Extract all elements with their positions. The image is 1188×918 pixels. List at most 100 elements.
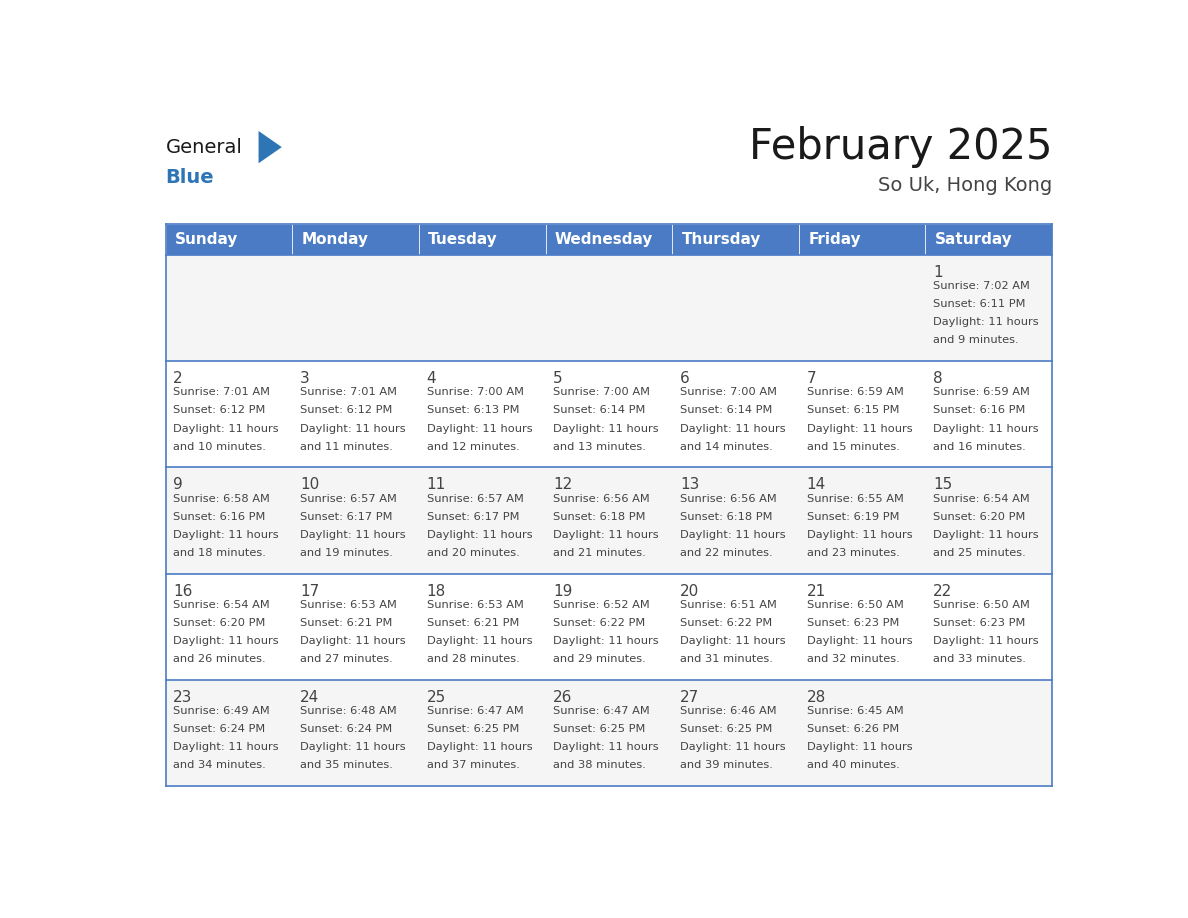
Text: Saturday: Saturday bbox=[935, 232, 1012, 247]
Text: and 40 minutes.: and 40 minutes. bbox=[807, 760, 899, 770]
Text: and 37 minutes.: and 37 minutes. bbox=[426, 760, 519, 770]
Bar bbox=[545, 255, 672, 361]
Text: Sunrise: 6:59 AM: Sunrise: 6:59 AM bbox=[807, 387, 903, 397]
Text: 2: 2 bbox=[173, 371, 183, 386]
Text: Daylight: 11 hours: Daylight: 11 hours bbox=[554, 636, 659, 646]
Bar bbox=[925, 574, 1053, 680]
Text: Daylight: 11 hours: Daylight: 11 hours bbox=[426, 743, 532, 753]
Text: Sunrise: 7:01 AM: Sunrise: 7:01 AM bbox=[173, 387, 271, 397]
Text: 9: 9 bbox=[173, 477, 183, 492]
Text: Daylight: 11 hours: Daylight: 11 hours bbox=[934, 423, 1038, 433]
Text: 11: 11 bbox=[426, 477, 446, 492]
Bar bbox=[292, 224, 419, 255]
Bar bbox=[798, 574, 925, 680]
Text: Sunset: 6:18 PM: Sunset: 6:18 PM bbox=[680, 511, 772, 521]
Bar bbox=[545, 574, 672, 680]
Text: Daylight: 11 hours: Daylight: 11 hours bbox=[554, 743, 659, 753]
Text: Daylight: 11 hours: Daylight: 11 hours bbox=[807, 530, 912, 540]
Text: Sunday: Sunday bbox=[175, 232, 239, 247]
Bar bbox=[292, 680, 419, 786]
Bar bbox=[292, 467, 419, 574]
Text: Blue: Blue bbox=[165, 168, 214, 187]
Text: Sunset: 6:14 PM: Sunset: 6:14 PM bbox=[680, 406, 772, 416]
Text: Daylight: 11 hours: Daylight: 11 hours bbox=[807, 636, 912, 646]
Bar bbox=[672, 255, 798, 361]
Text: Daylight: 11 hours: Daylight: 11 hours bbox=[299, 530, 405, 540]
Text: Sunrise: 7:00 AM: Sunrise: 7:00 AM bbox=[426, 387, 524, 397]
Text: Daylight: 11 hours: Daylight: 11 hours bbox=[680, 743, 785, 753]
Text: and 26 minutes.: and 26 minutes. bbox=[173, 655, 266, 664]
Bar bbox=[419, 680, 545, 786]
Text: Daylight: 11 hours: Daylight: 11 hours bbox=[807, 743, 912, 753]
Text: Sunset: 6:25 PM: Sunset: 6:25 PM bbox=[426, 724, 519, 734]
Text: 7: 7 bbox=[807, 371, 816, 386]
Text: and 20 minutes.: and 20 minutes. bbox=[426, 548, 519, 558]
Bar bbox=[798, 361, 925, 467]
Text: Sunset: 6:25 PM: Sunset: 6:25 PM bbox=[554, 724, 645, 734]
Text: Daylight: 11 hours: Daylight: 11 hours bbox=[173, 743, 279, 753]
Text: Thursday: Thursday bbox=[682, 232, 760, 247]
Text: Sunset: 6:23 PM: Sunset: 6:23 PM bbox=[807, 618, 899, 628]
Bar bbox=[672, 574, 798, 680]
Text: Sunrise: 6:50 AM: Sunrise: 6:50 AM bbox=[934, 599, 1030, 610]
Text: and 13 minutes.: and 13 minutes. bbox=[554, 442, 646, 452]
Text: Sunrise: 6:57 AM: Sunrise: 6:57 AM bbox=[299, 494, 397, 504]
Text: 28: 28 bbox=[807, 690, 826, 705]
Text: Sunrise: 6:47 AM: Sunrise: 6:47 AM bbox=[554, 706, 650, 716]
Text: 15: 15 bbox=[934, 477, 953, 492]
Text: Sunrise: 6:52 AM: Sunrise: 6:52 AM bbox=[554, 599, 650, 610]
Bar bbox=[798, 680, 925, 786]
Text: 17: 17 bbox=[299, 584, 320, 599]
Text: Daylight: 11 hours: Daylight: 11 hours bbox=[680, 530, 785, 540]
Text: Sunrise: 6:56 AM: Sunrise: 6:56 AM bbox=[554, 494, 650, 504]
Text: So Uk, Hong Kong: So Uk, Hong Kong bbox=[878, 176, 1053, 196]
Bar bbox=[798, 255, 925, 361]
Bar bbox=[545, 467, 672, 574]
Text: 21: 21 bbox=[807, 584, 826, 599]
Text: Sunset: 6:24 PM: Sunset: 6:24 PM bbox=[173, 724, 266, 734]
Text: Daylight: 11 hours: Daylight: 11 hours bbox=[299, 636, 405, 646]
Text: and 34 minutes.: and 34 minutes. bbox=[173, 760, 266, 770]
Text: Daylight: 11 hours: Daylight: 11 hours bbox=[554, 423, 659, 433]
Bar bbox=[292, 574, 419, 680]
Bar bbox=[925, 224, 1053, 255]
Text: Sunset: 6:22 PM: Sunset: 6:22 PM bbox=[680, 618, 772, 628]
Text: 16: 16 bbox=[173, 584, 192, 599]
Text: Wednesday: Wednesday bbox=[555, 232, 653, 247]
Text: Sunrise: 7:00 AM: Sunrise: 7:00 AM bbox=[680, 387, 777, 397]
Text: Sunset: 6:12 PM: Sunset: 6:12 PM bbox=[173, 406, 266, 416]
Text: and 12 minutes.: and 12 minutes. bbox=[426, 442, 519, 452]
Text: Sunset: 6:17 PM: Sunset: 6:17 PM bbox=[426, 511, 519, 521]
Text: Daylight: 11 hours: Daylight: 11 hours bbox=[426, 530, 532, 540]
Text: February 2025: February 2025 bbox=[748, 126, 1053, 168]
Bar bbox=[925, 467, 1053, 574]
Bar bbox=[165, 361, 292, 467]
Bar bbox=[925, 255, 1053, 361]
Bar bbox=[165, 224, 292, 255]
Text: Sunset: 6:16 PM: Sunset: 6:16 PM bbox=[173, 511, 266, 521]
Text: and 25 minutes.: and 25 minutes. bbox=[934, 548, 1026, 558]
Text: Sunrise: 6:51 AM: Sunrise: 6:51 AM bbox=[680, 599, 777, 610]
Text: Sunrise: 6:57 AM: Sunrise: 6:57 AM bbox=[426, 494, 524, 504]
Bar bbox=[545, 361, 672, 467]
Text: Daylight: 11 hours: Daylight: 11 hours bbox=[426, 636, 532, 646]
Text: and 22 minutes.: and 22 minutes. bbox=[680, 548, 772, 558]
Text: 14: 14 bbox=[807, 477, 826, 492]
Bar bbox=[165, 574, 292, 680]
Text: Tuesday: Tuesday bbox=[428, 232, 498, 247]
Bar bbox=[165, 467, 292, 574]
Text: and 27 minutes.: and 27 minutes. bbox=[299, 655, 393, 664]
Text: 26: 26 bbox=[554, 690, 573, 705]
Text: Sunset: 6:13 PM: Sunset: 6:13 PM bbox=[426, 406, 519, 416]
Bar bbox=[292, 361, 419, 467]
Text: and 31 minutes.: and 31 minutes. bbox=[680, 655, 773, 664]
Text: and 19 minutes.: and 19 minutes. bbox=[299, 548, 393, 558]
Text: and 38 minutes.: and 38 minutes. bbox=[554, 760, 646, 770]
Text: Sunrise: 6:54 AM: Sunrise: 6:54 AM bbox=[934, 494, 1030, 504]
Text: and 29 minutes.: and 29 minutes. bbox=[554, 655, 646, 664]
Text: Sunset: 6:14 PM: Sunset: 6:14 PM bbox=[554, 406, 645, 416]
Text: Sunset: 6:17 PM: Sunset: 6:17 PM bbox=[299, 511, 392, 521]
Text: and 18 minutes.: and 18 minutes. bbox=[173, 548, 266, 558]
Text: Daylight: 11 hours: Daylight: 11 hours bbox=[299, 743, 405, 753]
Text: Sunrise: 6:45 AM: Sunrise: 6:45 AM bbox=[807, 706, 903, 716]
